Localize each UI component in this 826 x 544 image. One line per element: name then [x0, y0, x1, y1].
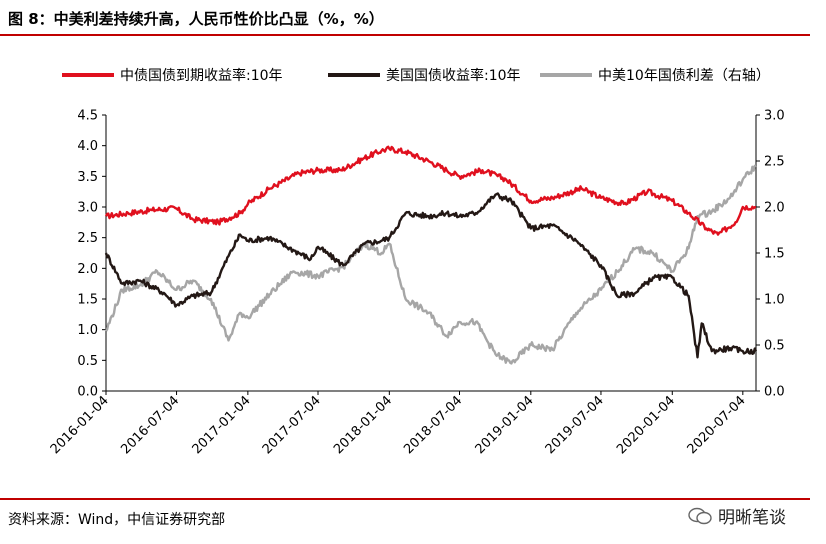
x-tick-label: 2019-01-04 [473, 393, 537, 457]
y-left-tick-label: 2.0 [77, 262, 98, 277]
series-lines [104, 145, 758, 365]
source-note: 资料来源：Wind，中信证券研究部 [8, 512, 226, 528]
y-right-tick-label: 0.0 [764, 385, 785, 400]
x-tick-label: 2018-01-04 [331, 393, 395, 457]
y-left-tick-label: 2.5 [77, 231, 98, 246]
chart-canvas: 中债国债到期收益率:10年 美国国债收益率:10年 中美10年国债利差（右轴） 0.… [48, 67, 785, 457]
legend-label-2: 中美10年国债利差（右轴） [598, 68, 770, 84]
watermark-text: 明晰笔谈 [718, 508, 786, 528]
x-tick-label: 2017-01-04 [190, 393, 254, 457]
series-line-0 [104, 145, 757, 236]
y-right-tick-label: 1.0 [764, 293, 785, 308]
y-right-tick-label: 2.5 [764, 155, 785, 170]
y-right-tick-label: 3.0 [764, 109, 785, 124]
y-left-tick-label: 1.0 [77, 323, 98, 338]
watermark: 明晰笔谈 [688, 503, 786, 528]
x-tick-label: 2019-07-04 [543, 393, 607, 457]
legend-label-0: 中债国债到期收益率:10年 [120, 67, 283, 84]
series-line-2 [104, 164, 757, 365]
bottom-rule [0, 498, 810, 500]
y-left-tick-label: 4.5 [77, 109, 98, 124]
x-tick-label: 2020-07-04 [685, 393, 749, 457]
y-left-tick-label: 4.0 [77, 139, 98, 154]
y-right-tick-label: 0.5 [764, 339, 785, 354]
y-left-tick-label: 0.0 [77, 385, 98, 400]
y-left-tick-label: 3.0 [77, 201, 98, 216]
y-right-tick-label: 2.0 [764, 201, 785, 216]
chart-title: 图 8：中美利差持续升高，人民币性价比凸显（%，%） [8, 10, 384, 28]
chat-bubble-icon [688, 507, 712, 524]
legend: 中债国债到期收益率:10年 美国国债收益率:10年 中美10年国债利差（右轴） [62, 67, 770, 84]
top-rule [0, 34, 810, 36]
x-tick-label: 2018-07-04 [401, 393, 465, 457]
x-tick-label: 2017-07-04 [260, 393, 324, 457]
y-right-tick-label: 1.5 [764, 247, 785, 262]
y-left-tick-label: 0.5 [77, 354, 98, 369]
x-tick-label: 2016-07-04 [118, 393, 182, 457]
y-left-tick-label: 1.5 [77, 293, 98, 308]
y-left-tick-label: 3.5 [77, 170, 98, 185]
series-line-1 [104, 192, 758, 359]
x-tick-label: 2020-01-04 [614, 393, 678, 457]
legend-label-1: 美国国债收益率:10年 [386, 67, 521, 84]
x-tick-label: 2016-01-04 [48, 393, 112, 457]
